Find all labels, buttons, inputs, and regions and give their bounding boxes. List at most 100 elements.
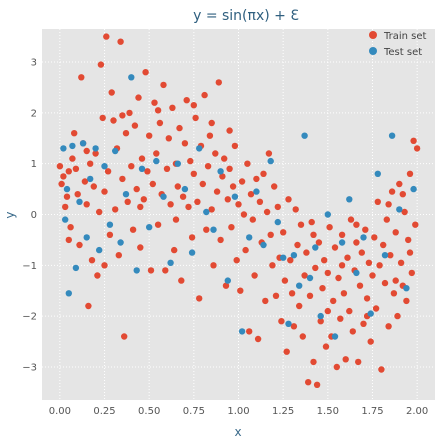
- x-tick-label: 1.50: [317, 406, 339, 417]
- train-point: [249, 216, 256, 223]
- train-point: [326, 224, 333, 231]
- train-point: [226, 165, 233, 172]
- train-point: [110, 117, 117, 124]
- train-point: [128, 163, 135, 170]
- train-point: [78, 74, 85, 81]
- train-point: [233, 257, 240, 264]
- train-point: [203, 226, 210, 233]
- train-point: [137, 203, 144, 211]
- train-point: [201, 91, 208, 99]
- test-point: [367, 310, 374, 317]
- test-point: [69, 142, 76, 150]
- train-point: [349, 328, 356, 335]
- test-series: [60, 74, 417, 340]
- train-point: [181, 140, 189, 147]
- train-point: [165, 135, 172, 142]
- test-point: [238, 328, 246, 335]
- train-point: [338, 262, 346, 269]
- test-point: [360, 234, 367, 241]
- train-point: [280, 229, 287, 236]
- test-point: [61, 216, 69, 223]
- train-point: [154, 107, 162, 114]
- train-point: [213, 188, 221, 195]
- train-point: [131, 122, 139, 129]
- train-point: [117, 38, 124, 45]
- train-point: [324, 269, 331, 277]
- train-point: [397, 259, 405, 266]
- train-point: [206, 132, 214, 139]
- train-point: [235, 201, 242, 208]
- y-tick-label: 0: [31, 210, 37, 221]
- train-point: [138, 155, 146, 162]
- train-point: [371, 234, 378, 241]
- train-point: [169, 104, 176, 112]
- test-point: [87, 175, 94, 183]
- train-point: [288, 290, 296, 297]
- train-point: [178, 277, 185, 284]
- test-point: [160, 193, 167, 200]
- test-point: [267, 157, 274, 165]
- train-point: [242, 246, 249, 254]
- test-point: [72, 264, 80, 272]
- train-point: [290, 323, 298, 330]
- train-point: [83, 147, 90, 155]
- train-point: [263, 208, 271, 216]
- x-tick-label: 2.00: [406, 406, 428, 417]
- test-point: [83, 234, 90, 241]
- train-point: [333, 363, 340, 371]
- train-point: [308, 218, 315, 226]
- train-point: [167, 201, 174, 208]
- chart-title: y = sin(πx) + Ɛ: [193, 8, 299, 24]
- test-point: [231, 193, 239, 200]
- train-point: [392, 277, 399, 284]
- test-point: [174, 160, 181, 167]
- test-point: [188, 249, 196, 256]
- train-point: [297, 221, 305, 228]
- legend-marker-train: [369, 31, 377, 39]
- train-point: [378, 366, 385, 373]
- train-point: [103, 33, 110, 40]
- test-point: [224, 277, 231, 284]
- test-point: [76, 198, 83, 205]
- train-point: [388, 188, 396, 195]
- train-point: [412, 221, 419, 228]
- train-point: [340, 290, 348, 297]
- train-point: [96, 208, 103, 216]
- test-point: [133, 267, 140, 274]
- train-point: [272, 292, 280, 299]
- train-point: [162, 267, 169, 274]
- train-point: [208, 119, 215, 127]
- test-point: [65, 290, 73, 297]
- train-point: [192, 114, 199, 122]
- y-tick-label: −1: [22, 261, 37, 272]
- test-point: [203, 208, 210, 216]
- train-point: [151, 99, 158, 106]
- train-point: [142, 69, 149, 76]
- train-point: [285, 196, 292, 203]
- test-point: [353, 269, 360, 277]
- train-point: [387, 252, 394, 259]
- test-point: [217, 168, 224, 175]
- train-point: [188, 234, 196, 241]
- train-point: [160, 81, 167, 89]
- train-point: [365, 259, 373, 266]
- test-point: [388, 132, 396, 139]
- test-point: [112, 147, 119, 155]
- test-point: [317, 312, 324, 320]
- test-point: [79, 140, 87, 147]
- train-point: [363, 295, 371, 302]
- test-point: [138, 165, 146, 172]
- train-point: [394, 312, 401, 320]
- test-point: [246, 234, 253, 241]
- train-point: [69, 155, 76, 162]
- train-point: [353, 239, 360, 246]
- train-point: [306, 292, 314, 299]
- train-point: [163, 165, 171, 172]
- train-point: [358, 249, 365, 256]
- train-point: [287, 257, 294, 264]
- train-point: [108, 89, 115, 96]
- train-point: [401, 208, 408, 216]
- train-point: [217, 236, 224, 244]
- train-point: [65, 236, 73, 244]
- train-point: [330, 297, 337, 305]
